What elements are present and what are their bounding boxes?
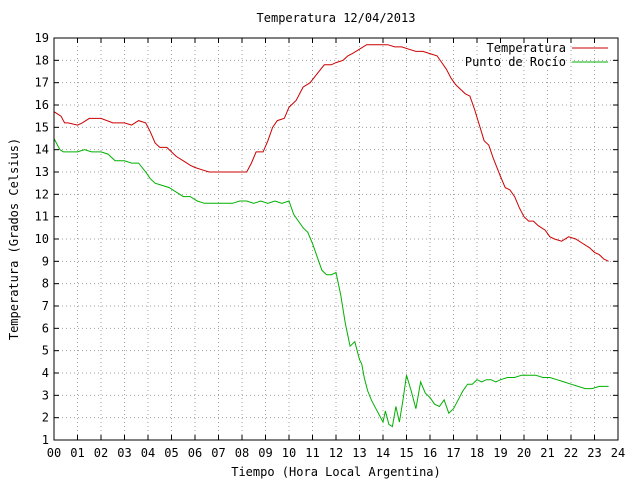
legend-label-temperatura: Temperatura [487,41,566,55]
x-tick-label: 02 [94,446,108,460]
x-tick-label: 03 [117,446,131,460]
grid-lines [54,38,618,440]
x-tick-label: 13 [352,446,366,460]
x-tick-label: 01 [70,446,84,460]
series-line-temperatura [53,44,609,262]
x-tick-label: 07 [211,446,225,460]
y-tick-label: 7 [42,299,49,313]
legend-label-punto-de-rocio: Punto de Rocío [465,55,566,69]
y-tick-label: 8 [42,277,49,291]
y-tick-label: 17 [35,76,49,90]
y-tick-label: 4 [42,366,49,380]
x-tick-label: 10 [282,446,296,460]
x-tick-label: 23 [587,446,601,460]
x-tick-label: 08 [235,446,249,460]
x-axis-label: Tiempo (Hora Local Argentina) [231,465,441,479]
x-tick-label: 14 [376,446,390,460]
y-tick-label: 19 [35,31,49,45]
x-tick-label: 04 [141,446,155,460]
y-tick-label: 2 [42,411,49,425]
x-tick-label: 05 [164,446,178,460]
x-tick-label: 22 [564,446,578,460]
x-tick-label: 00 [47,446,61,460]
series-line-punto-de-rocio [53,138,609,428]
x-tick-label: 12 [329,446,343,460]
y-tick-label: 5 [42,344,49,358]
y-tick-label: 18 [35,53,49,67]
y-tick-label: 3 [42,388,49,402]
x-tick-label: 18 [470,446,484,460]
y-tick-label: 12 [35,187,49,201]
x-tick-label: 20 [517,446,531,460]
y-tick-label: 11 [35,210,49,224]
series-lines [53,44,609,428]
x-tick-label: 17 [446,446,460,460]
x-tick-label: 06 [188,446,202,460]
x-tick-label: 16 [423,446,437,460]
y-tick-label: 15 [35,120,49,134]
x-tick-label: 15 [399,446,413,460]
x-axis-ticks: 00 01 02 03 04 05 06 07 08 09 10 11 12 13 14 15 16 17 18 19… [47,38,625,460]
x-tick-label: 11 [305,446,319,460]
x-tick-label: 19 [493,446,507,460]
y-tick-label: 9 [42,254,49,268]
y-tick-label: 13 [35,165,49,179]
y-tick-label: 10 [35,232,49,246]
legend: Temperatura Punto de Rocío [465,41,608,69]
plot-frame [53,37,619,441]
x-tick-label: 21 [540,446,554,460]
chart-title: Temperatura 12/04/2013 [257,11,416,25]
y-tick-label: 1 [42,433,49,447]
y-axis-label: Temperatura (Grados Celsius) [7,138,21,340]
y-tick-label: 6 [42,321,49,335]
x-tick-label: 09 [258,446,272,460]
x-tick-label: 24 [611,446,625,460]
y-tick-label: 14 [35,143,49,157]
y-tick-label: 16 [35,98,49,112]
